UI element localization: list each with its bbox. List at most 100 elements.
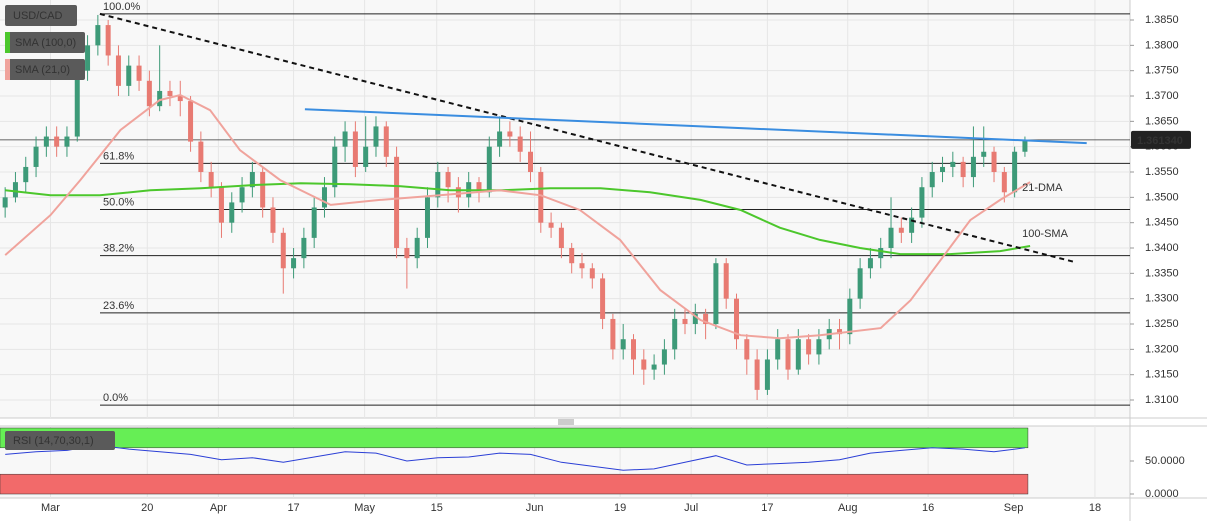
splitter-grip[interactable] [558, 419, 574, 425]
candle-body [188, 101, 194, 142]
candle-body [404, 248, 410, 259]
trendline [99, 12, 1076, 264]
candle-body [95, 25, 101, 46]
legend-swatch [5, 32, 10, 53]
candle-body [867, 258, 873, 269]
candle-body [301, 237, 307, 259]
legend-label: SMA (100,0) [15, 37, 76, 49]
candle-body [373, 126, 379, 147]
candle-body [703, 313, 709, 325]
candle-body [991, 151, 997, 173]
candle-body [85, 45, 91, 71]
fib-label: 38.2% [103, 243, 134, 255]
candle-body [136, 65, 142, 81]
candle-body [898, 227, 904, 233]
candle-body [198, 141, 204, 173]
y-tick-label: 1.3100 [1145, 394, 1179, 406]
candle-body [476, 182, 482, 193]
fib-label: 0.0% [103, 392, 128, 404]
candle-body [126, 65, 132, 86]
sma-line [4, 93, 1031, 340]
y-tick-label: 1.3250 [1145, 318, 1179, 330]
x-tick-label: 17 [761, 502, 773, 514]
y-tick-label: 1.3300 [1145, 293, 1179, 305]
x-tick-label: 17 [287, 502, 299, 514]
fib-label: 50.0% [103, 196, 134, 208]
fib-label: 61.8% [103, 150, 134, 162]
candle-body [734, 298, 740, 340]
sma-label: 21-DMA [1022, 182, 1063, 194]
candle-body [764, 359, 770, 390]
x-tick-label: 18 [1089, 502, 1101, 514]
candle-body [497, 131, 503, 147]
candle-body [795, 339, 801, 370]
legend-box [5, 59, 85, 80]
candle-body [775, 339, 781, 360]
candle-body [744, 339, 750, 360]
candle-body [54, 136, 60, 147]
candle-body [641, 359, 647, 370]
y-tick-label: 1.3850 [1145, 14, 1179, 26]
candle-body [569, 248, 575, 264]
candle-body [785, 339, 791, 370]
candle-body [249, 172, 255, 188]
candle-body [342, 131, 348, 147]
candle-body [229, 202, 235, 223]
candle-body [672, 318, 678, 350]
candle-body [435, 172, 441, 198]
candle-body [486, 146, 492, 193]
candle-body [713, 263, 719, 325]
x-tick-label: Apr [210, 502, 227, 514]
candle-body [909, 217, 915, 233]
y-tick-label: 1.3400 [1145, 242, 1179, 254]
candle-body [507, 131, 513, 137]
y-tick-label: 1.3800 [1145, 39, 1179, 51]
candle-body [270, 207, 276, 233]
candle-body [33, 146, 39, 167]
y-tick-label: 1.3200 [1145, 343, 1179, 355]
candle-body [589, 268, 595, 279]
title-box [5, 5, 77, 26]
candle-body [857, 268, 863, 299]
candle-body [950, 161, 956, 167]
candle-body [1012, 151, 1018, 193]
candle-body [847, 298, 853, 335]
candle-body [445, 172, 451, 188]
candle-body [682, 318, 688, 325]
candle-body [1001, 172, 1007, 193]
candle-body [146, 80, 152, 107]
candle-body [754, 359, 760, 390]
y-tick-label: 1.3450 [1145, 217, 1179, 229]
oversold-zone [0, 473, 1029, 495]
candle-body [43, 136, 49, 147]
candle-body [208, 172, 214, 188]
x-tick-label: 16 [922, 502, 934, 514]
y-tick-label: 1.3350 [1145, 267, 1179, 279]
candle-body [878, 248, 884, 259]
candle-body [64, 136, 70, 147]
x-tick-label: Mar [41, 502, 60, 514]
candle-body [321, 187, 327, 208]
x-tick-label: 20 [141, 502, 153, 514]
fib-label: 23.6% [103, 300, 134, 312]
trendline [304, 108, 1087, 145]
sma-label: 100-SMA [1022, 228, 1069, 240]
candle-body [455, 187, 461, 198]
legend-box [5, 32, 85, 53]
candle-body [940, 166, 946, 173]
candle-body [167, 90, 173, 97]
candle-body [239, 187, 245, 203]
y-tick-label: 1.3700 [1145, 90, 1179, 102]
candle-body [1022, 140, 1028, 152]
y-tick-label: 1.3650 [1145, 115, 1179, 127]
candle-body [424, 197, 430, 238]
x-tick-label: May [354, 502, 375, 514]
candle-body [332, 146, 338, 188]
y-tick-label: 50.0000 [1145, 455, 1185, 467]
fib-label: 100.0% [103, 1, 141, 13]
chart-title: USD/CAD [13, 10, 63, 22]
rsi-title-box [5, 431, 115, 450]
y-tick-label: 1.3750 [1145, 65, 1179, 77]
rsi-title: RSI (14,70,30,1) [13, 435, 94, 447]
